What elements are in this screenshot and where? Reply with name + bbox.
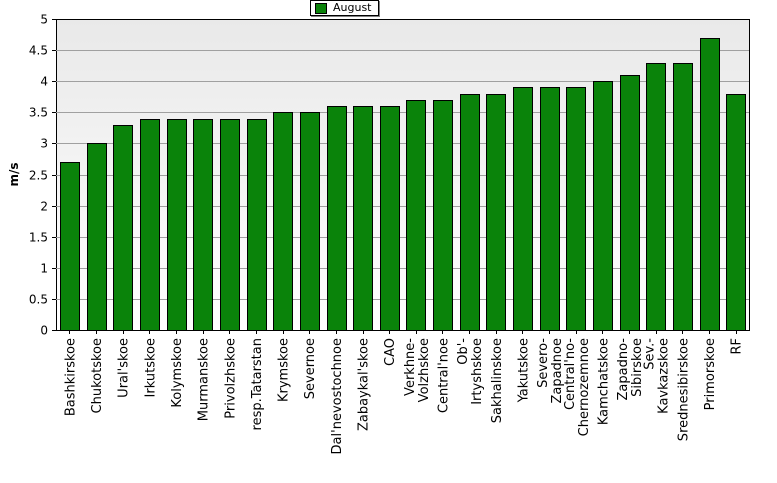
x-tick-label: Kamchatskoe [596,338,611,425]
bar [646,63,666,331]
y-tick-label: 3 [40,137,48,151]
bar [406,100,426,331]
x-tick-label: Severo-Zapadnoe [536,338,565,404]
bar [300,112,320,331]
x-tick-label: Dal'nevostochnoe [330,338,345,454]
bar [540,87,560,331]
x-tick-label: Sev.-Kavkazskoe [643,338,672,414]
bar [726,94,746,331]
y-tick-labels: 0 0.5 1 1.5 2 2.5 3 3.5 4 4.5 5 [29,13,48,338]
bar [486,94,506,331]
y-tick-label: 5 [40,13,48,27]
y-tick-label: 0 [40,324,48,338]
x-tick-label: Central'noe [436,338,451,413]
x-tick-label: CAO [383,338,398,366]
y-tick-label: 4 [40,75,48,89]
bar [220,119,240,331]
legend-label-august: August [333,1,372,14]
bar [700,38,720,331]
x-tick-label: Central'no-Chernozemnoe [563,338,592,437]
x-tick-label: Irkutskoe [143,338,158,397]
x-tick-label: Chukotskoe [90,338,105,413]
x-tick-label: Srednesibirskoe [676,338,691,441]
bar [193,119,213,331]
bar [620,75,640,331]
bar [593,81,613,331]
bar [380,106,400,331]
y-tick-label: 4.5 [29,44,48,58]
legend-swatch-august [315,2,327,14]
x-tick-label: Zabaykal'skoe [357,338,372,431]
y-tick-label: 3.5 [29,106,48,120]
x-tick-label: Ural'skoe [117,338,132,398]
x-tick-label: RF [730,338,745,355]
bar [167,119,187,331]
bar [353,106,373,331]
bar [113,125,133,331]
x-tick-labels: Bashkirskoe Chukotskoe Ural'skoe Irkutskoe K… [63,330,745,454]
x-tick-label: Bashkirskoe [63,338,78,416]
bar [673,63,693,331]
y-tick-label: 0.5 [29,293,48,307]
x-tick-label: resp.Tatarstan [250,338,265,430]
bar [566,87,586,331]
y-tick-label: 2.5 [29,169,48,183]
bar [140,119,160,331]
x-tick-label: Severnoe [303,338,318,399]
x-tick-label: Primorskoe [703,338,718,410]
y-tick-label: 2 [40,200,48,214]
y-tick-label: 1.5 [29,231,48,245]
x-tick-label: Yakutskoe [516,338,531,403]
bar [327,106,347,331]
bar [60,162,80,331]
x-tick-label: Sakhalinskoe [490,338,505,423]
y-axis-label: m/s [7,162,21,186]
bar [247,119,267,331]
x-tick-label: Murmanskoe [197,338,212,421]
bar [87,143,107,331]
x-tick-label: Privolzhskoe [223,338,238,419]
x-tick-label: Krymskoe [277,338,292,402]
bar [460,94,480,331]
bar [273,112,293,331]
x-tick-label: Zapadno-Sibirskoe [616,338,645,401]
legend: August [310,0,379,16]
x-tick-label: Kolymskoe [170,338,185,408]
bar [513,87,533,331]
x-tick-label: Verkhne-Volzhskoe [403,338,432,403]
x-tick-label: Ob'-Irtyshskoe [456,338,485,405]
y-tick-label: 1 [40,262,48,276]
bars [60,38,746,331]
bar [433,100,453,331]
